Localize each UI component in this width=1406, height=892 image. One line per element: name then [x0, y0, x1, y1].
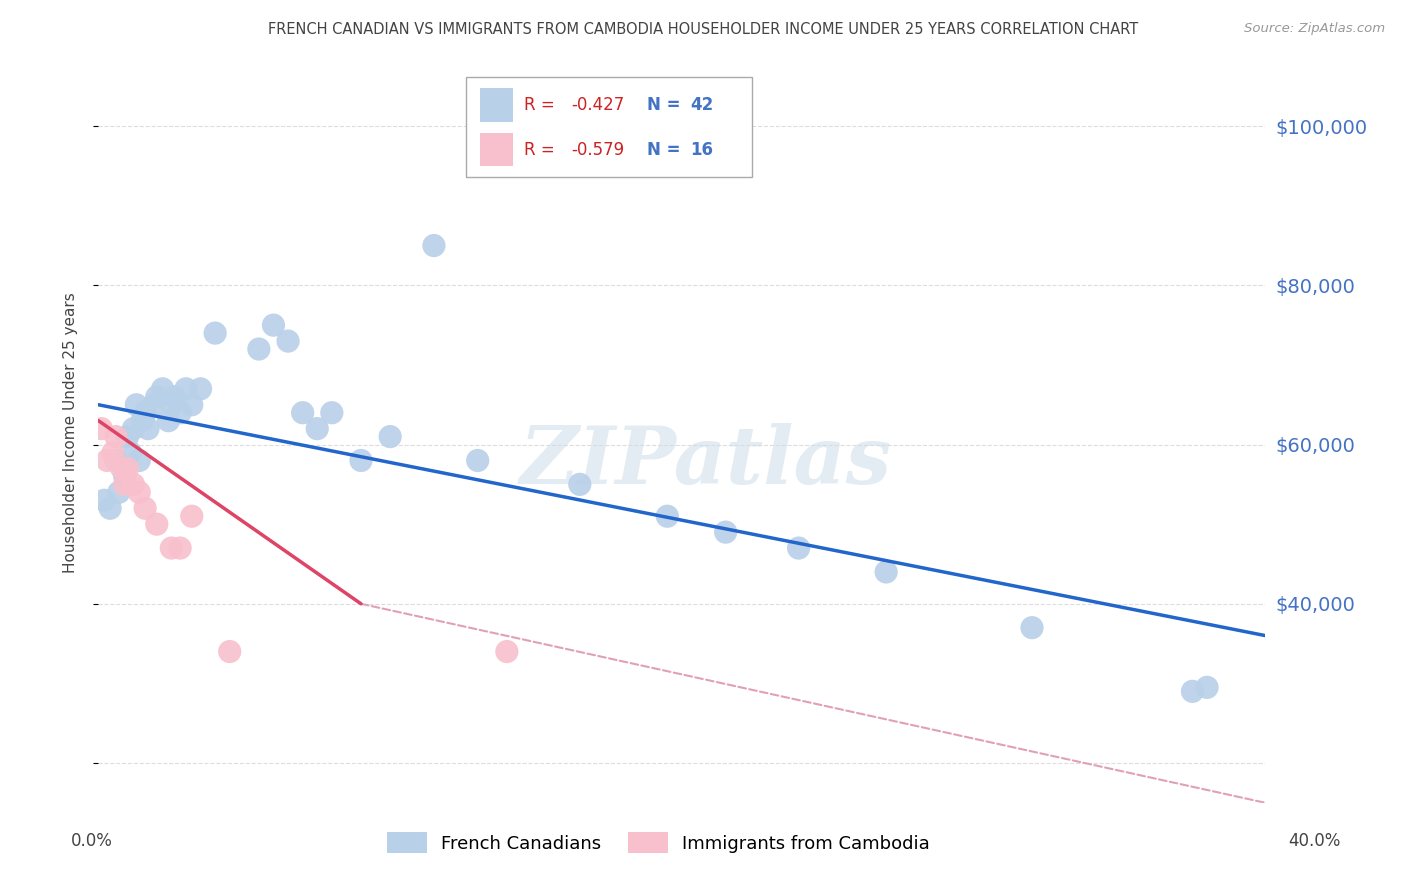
Point [122, 477, 145, 491]
Point [1021, 621, 1043, 635]
Point [714, 525, 737, 540]
Point [787, 541, 810, 555]
Point [568, 477, 591, 491]
Point [163, 390, 186, 404]
Point [104, 453, 127, 467]
Point [131, 414, 153, 428]
Point [152, 382, 174, 396]
Text: -0.427: -0.427 [571, 96, 624, 114]
Point [160, 398, 183, 412]
Point [262, 318, 284, 333]
Point [114, 469, 136, 483]
Point [128, 453, 150, 467]
Text: N =: N = [647, 141, 686, 159]
Point [142, 398, 165, 412]
Point [875, 565, 897, 579]
Point [169, 541, 191, 555]
Point [307, 422, 329, 436]
Point [134, 501, 156, 516]
Y-axis label: Householder Income Under 25 years: Householder Income Under 25 years [63, 293, 77, 573]
Point [111, 461, 134, 475]
Point [136, 422, 159, 436]
Text: -0.579: -0.579 [571, 141, 624, 159]
Point [157, 414, 180, 428]
Point [120, 445, 142, 459]
Text: 0.0%: 0.0% [70, 831, 112, 849]
Point [247, 342, 270, 356]
Point [174, 382, 197, 396]
Point [117, 429, 139, 443]
Text: 42: 42 [690, 96, 713, 114]
Point [146, 517, 169, 532]
Point [104, 429, 127, 443]
Point [98, 501, 121, 516]
Text: FRENCH CANADIAN VS IMMIGRANTS FROM CAMBODIA HOUSEHOLDER INCOME UNDER 25 YEARS CO: FRENCH CANADIAN VS IMMIGRANTS FROM CAMBO… [269, 22, 1137, 37]
Point [180, 398, 202, 412]
Point [1181, 684, 1204, 698]
Text: ZIPatlas: ZIPatlas [519, 424, 891, 501]
Text: Source: ZipAtlas.com: Source: ZipAtlas.com [1244, 22, 1385, 36]
Point [380, 429, 402, 443]
Point [93, 493, 115, 508]
Point [128, 485, 150, 500]
Point [180, 509, 202, 524]
Point [96, 453, 118, 467]
Text: R =: R = [524, 96, 561, 114]
Legend: French Canadians, Immigrants from Cambodia: French Canadians, Immigrants from Cambod… [380, 825, 938, 861]
Point [496, 644, 519, 658]
Point [204, 326, 226, 340]
Point [114, 477, 136, 491]
Point [134, 406, 156, 420]
Bar [479, 133, 513, 166]
Point [117, 461, 139, 475]
Point [160, 541, 183, 555]
Point [169, 406, 191, 420]
Point [190, 382, 212, 396]
Bar [479, 88, 513, 121]
Point [101, 445, 124, 459]
Point [218, 644, 240, 658]
Text: 40.0%: 40.0% [1288, 831, 1341, 849]
FancyBboxPatch shape [465, 78, 752, 178]
Point [321, 406, 343, 420]
Point [90, 422, 112, 436]
Point [467, 453, 489, 467]
Text: 16: 16 [690, 141, 713, 159]
Point [1195, 681, 1218, 695]
Point [350, 453, 373, 467]
Point [277, 334, 299, 348]
Point [291, 406, 314, 420]
Point [125, 398, 148, 412]
Point [146, 390, 169, 404]
Point [657, 509, 679, 524]
Text: R =: R = [524, 141, 561, 159]
Point [108, 485, 131, 500]
Point [122, 422, 145, 436]
Text: N =: N = [647, 96, 686, 114]
Point [423, 238, 446, 252]
